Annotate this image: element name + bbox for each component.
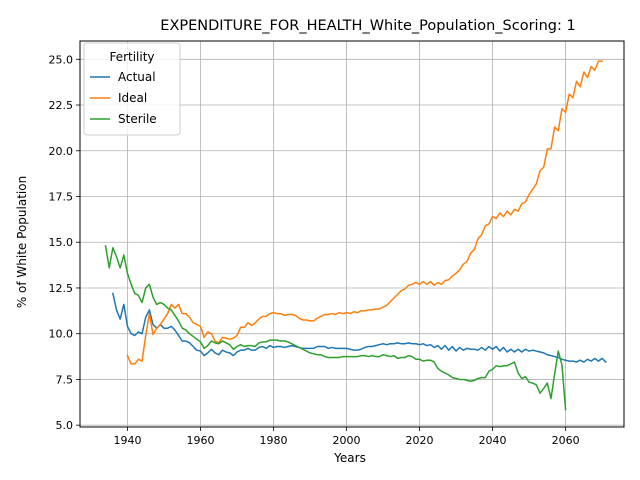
series-lines [104,60,607,411]
legend-box [83,42,181,136]
legend-label-ideal: Ideal [118,91,147,105]
series-line-ideal [126,60,603,365]
y-tick-label: 10.0 [49,328,74,341]
legend-label-sterile: Sterile [118,112,157,126]
y-tick-label: 17.5 [49,190,74,203]
x-tick-label: 2040 [479,434,507,447]
legend-label-actual: Actual [118,70,156,84]
x-tick-label: 2060 [552,434,580,447]
y-tick-label: 25.0 [49,53,74,66]
x-tick-label: 2020 [406,434,434,447]
y-axis-ticks: 5.0 7.5 10.0 12.5 15.0 17.5 20.0 22.5 25.0 [49,53,80,432]
x-axis-ticks: 1940 1960 1980 2000 2020 2040 2060 [113,427,580,447]
x-tick-label: 1960 [186,434,214,447]
y-tick-label: 5.0 [56,419,74,432]
series-line-actual [111,292,607,364]
y-tick-label: 12.5 [49,282,74,295]
legend-entries: Actual Ideal Sterile [90,70,157,126]
y-tick-label: 7.5 [56,373,74,386]
x-tick-label: 2000 [333,434,361,447]
axes-frame [79,40,625,428]
grid-lines [80,41,624,427]
series-line-sterile [104,245,567,411]
y-tick-label: 22.5 [49,99,74,112]
y-tick-label: 20.0 [49,145,74,158]
y-tick-label: 15.0 [49,236,74,249]
chart-title: EXPENDITURE_FOR_HEALTH_White_Population_… [160,18,575,34]
legend-title: Fertility [109,50,154,64]
legend: Fertility Actual Ideal Sterile [83,42,181,136]
x-tick-label: 1940 [113,434,141,447]
x-axis-label: Years [333,451,366,465]
y-axis-label: % of White Population [15,176,29,308]
x-tick-label: 1980 [260,434,288,447]
